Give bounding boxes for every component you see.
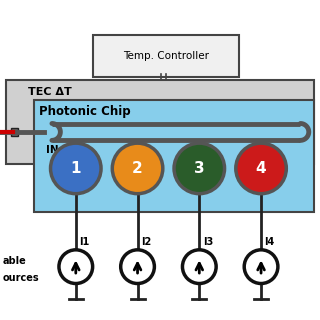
- Bar: [34, 100, 314, 212]
- Text: able: able: [3, 256, 27, 266]
- Text: I1: I1: [79, 237, 89, 247]
- Circle shape: [112, 143, 163, 194]
- Text: ources: ources: [3, 273, 39, 283]
- Circle shape: [121, 250, 154, 284]
- Circle shape: [182, 250, 216, 284]
- Circle shape: [59, 250, 92, 284]
- Text: 3: 3: [194, 161, 204, 176]
- Circle shape: [244, 250, 278, 284]
- Text: IN: IN: [46, 145, 59, 155]
- Text: I4: I4: [264, 237, 275, 247]
- Bar: [6, 80, 314, 164]
- Text: Photonic Chip: Photonic Chip: [39, 105, 131, 118]
- Text: I2: I2: [141, 237, 151, 247]
- Text: 1: 1: [70, 161, 81, 176]
- Text: I3: I3: [203, 237, 213, 247]
- FancyBboxPatch shape: [92, 35, 239, 77]
- Text: TEC ΔT: TEC ΔT: [28, 87, 72, 97]
- Circle shape: [174, 143, 225, 194]
- Bar: [11, 128, 18, 136]
- Text: 4: 4: [256, 161, 266, 176]
- Text: Temp. Controller: Temp. Controller: [123, 51, 209, 61]
- Text: 2: 2: [132, 161, 143, 176]
- Circle shape: [236, 143, 286, 194]
- Circle shape: [51, 143, 101, 194]
